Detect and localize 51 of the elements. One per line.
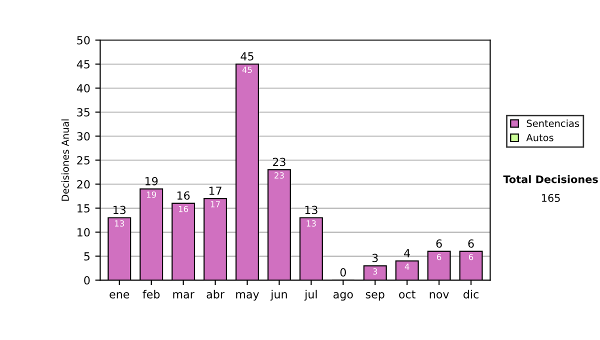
x-tick-label: feb — [142, 290, 160, 298]
data-label: 23 — [274, 172, 284, 179]
data-label: 4 — [404, 264, 410, 270]
total-label: 17 — [209, 186, 222, 195]
y-tick-label: 35 — [77, 108, 90, 117]
y-tick-label: 20 — [77, 180, 90, 189]
y-tick-label: 50 — [77, 36, 90, 44]
data-label: 16 — [178, 206, 188, 212]
x-tick-label: oct — [399, 290, 416, 298]
data-label: 17 — [210, 201, 220, 208]
y-tick-label: 45 — [76, 60, 90, 69]
x-tick-label: sep — [366, 292, 384, 301]
y-tick-label: 15 — [78, 204, 90, 213]
y-tick-label: 25 — [77, 156, 90, 165]
y-axis-title: Decisiones Anual — [61, 119, 69, 201]
data-label: 13 — [114, 220, 124, 227]
total-label: 4 — [404, 249, 410, 258]
data-label: 45 — [242, 66, 252, 73]
x-tick-label: abr — [206, 290, 224, 298]
total-label: 0 — [340, 268, 346, 277]
total-label: 45 — [240, 52, 254, 61]
x-tick-label: ene — [110, 292, 130, 298]
y-tick-label: 40 — [76, 84, 90, 93]
total-label: 13 — [305, 206, 318, 214]
legend-label: Sentencias — [526, 119, 580, 128]
total-label: 23 — [272, 158, 286, 166]
x-tick-label: dic — [464, 290, 478, 298]
total-label: 16 — [177, 191, 190, 200]
data-label: 19 — [146, 191, 156, 198]
total-label: 3 — [372, 254, 378, 262]
x-tick-label: mar — [173, 292, 194, 298]
text: Total Decisiones — [503, 175, 598, 184]
data-label: 3 — [373, 268, 378, 275]
data-label: 13 — [306, 220, 316, 227]
x-tick-label: ago — [333, 292, 353, 301]
y-tick-label: 10 — [78, 228, 90, 237]
y-tick-label: 0 — [84, 276, 90, 285]
x-tick-label: may — [236, 292, 260, 301]
total-label: 13 — [114, 206, 126, 214]
x-tick-label: nov — [430, 292, 449, 298]
x-tick-label: jul — [304, 290, 317, 301]
y-tick-label: 30 — [77, 132, 90, 141]
legend-label: Autos — [526, 134, 554, 142]
text: 165 — [542, 194, 560, 202]
total-label: 19 — [146, 176, 158, 186]
x-tick-label: jun — [270, 290, 287, 301]
total-label: 6 — [468, 239, 474, 248]
total-label: 6 — [436, 239, 442, 248]
y-tick-label: 5 — [84, 252, 90, 261]
data-label: 6 — [436, 254, 442, 260]
data-label: 6 — [468, 254, 474, 260]
